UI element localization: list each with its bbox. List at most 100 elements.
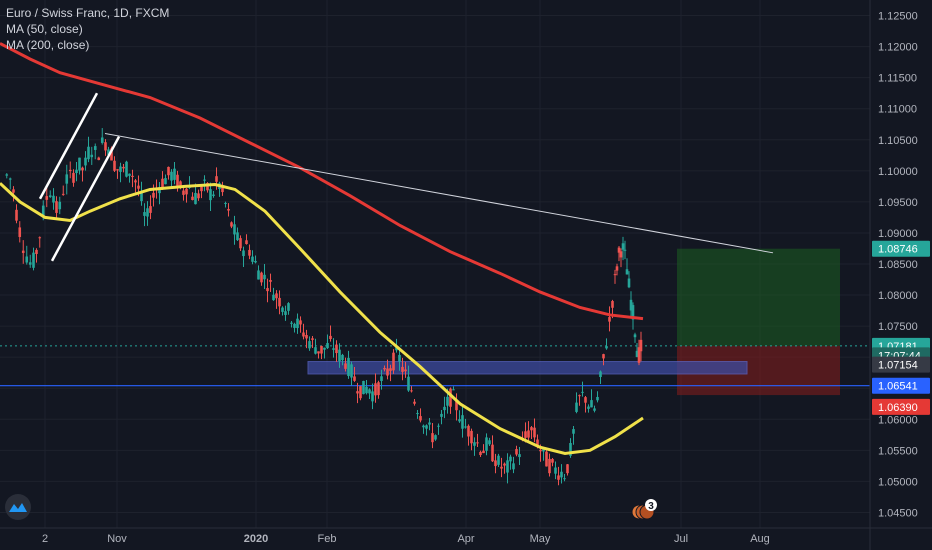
- candle-body: [371, 391, 374, 402]
- candle-body: [287, 303, 290, 311]
- candle-body: [122, 166, 125, 169]
- candle-body: [461, 415, 464, 429]
- y-tick-label: 1.08000: [878, 290, 918, 302]
- candle-body: [449, 388, 452, 407]
- candle-body: [242, 250, 245, 257]
- candle-body: [347, 357, 350, 377]
- trendline: [104, 133, 774, 254]
- x-tick-label: Nov: [107, 533, 127, 545]
- candle-body: [458, 419, 461, 422]
- candle-body: [131, 175, 134, 177]
- candle-body: [621, 243, 625, 250]
- candle-body: [5, 174, 9, 176]
- price-label-bg: [872, 356, 930, 373]
- ma200-line: [0, 42, 644, 321]
- candle-body: [539, 449, 542, 452]
- candle-body: [335, 344, 338, 354]
- candle-body: [275, 293, 278, 299]
- legend-ma200[interactable]: MA (200, close): [6, 38, 90, 52]
- candle-body: [455, 400, 458, 411]
- candle-body: [72, 172, 75, 183]
- candle-body: [116, 169, 119, 171]
- price-label: 1.08746: [878, 244, 918, 256]
- price-label-bg: [872, 240, 930, 257]
- candle-body: [527, 430, 530, 438]
- candle-body: [545, 451, 548, 467]
- drawings: [38, 92, 774, 262]
- candle-body: [164, 178, 167, 185]
- candle-body: [329, 335, 332, 340]
- channel-line: [50, 136, 121, 262]
- candle-body: [407, 376, 410, 391]
- price-label-bg: [872, 398, 930, 415]
- candle-body: [467, 425, 470, 437]
- candle-body: [615, 266, 619, 271]
- candle-body: [491, 444, 494, 462]
- candle-body: [404, 369, 407, 372]
- trade-zones: [307, 248, 840, 396]
- candle-body: [566, 464, 569, 474]
- candle-body: [113, 160, 116, 171]
- candle-body: [185, 188, 188, 195]
- candle-body: [209, 189, 212, 201]
- candle-body: [55, 201, 58, 213]
- candle-body: [500, 466, 503, 469]
- candle-body: [305, 334, 308, 339]
- candle-body: [368, 389, 371, 394]
- candle-body: [149, 206, 152, 213]
- candle-body: [365, 386, 368, 394]
- candle-body: [173, 168, 176, 180]
- candle-body: [512, 463, 515, 470]
- y-tick-label: 1.05500: [878, 445, 918, 457]
- candle-body: [52, 195, 55, 203]
- candle-body: [623, 249, 627, 251]
- candle-body: [15, 209, 18, 221]
- candle-body: [100, 137, 104, 143]
- legend-title[interactable]: Euro / Swiss Franc, 1D, FXCM: [6, 6, 170, 20]
- x-axis[interactable]: 2 Nov 2020 Feb Apr May Jul Aug: [0, 527, 932, 545]
- x-tick-label: Jul: [674, 533, 688, 545]
- candle-body: [380, 376, 383, 381]
- candle-body: [170, 171, 173, 181]
- candle-body: [524, 431, 527, 438]
- candle-body: [518, 454, 521, 458]
- candle-body: [443, 406, 446, 411]
- candle-body: [625, 269, 629, 275]
- candle-body: [479, 451, 482, 456]
- candle-body: [494, 460, 497, 467]
- candle-body: [386, 368, 389, 376]
- y-tick-label: 1.10500: [878, 135, 918, 147]
- legend-ma50[interactable]: MA (50, close): [6, 22, 83, 36]
- candle-body: [629, 299, 633, 311]
- candle-body: [161, 178, 164, 189]
- candle-body: [278, 297, 281, 307]
- candle-body: [38, 237, 42, 239]
- candle-body: [323, 347, 326, 350]
- price-label-bg: [872, 377, 930, 394]
- events-badge[interactable]: 3: [5, 494, 657, 520]
- logo-mountain-icon: [9, 503, 27, 512]
- candle-body: [401, 366, 404, 372]
- candle-body: [137, 185, 140, 189]
- candle-body: [503, 463, 506, 466]
- candle-body: [233, 224, 236, 235]
- candle-body: [581, 391, 584, 393]
- candle-body: [637, 347, 641, 363]
- candle-body: [596, 396, 599, 401]
- candle-body: [389, 368, 392, 371]
- price-label: 1.06541: [878, 381, 918, 393]
- candle-body: [639, 339, 643, 352]
- y-tick-label: 1.07500: [878, 321, 918, 333]
- candle-body: [350, 364, 353, 378]
- candle-body: [627, 278, 631, 288]
- candle-body: [428, 422, 431, 425]
- candle-body: [146, 208, 149, 217]
- legend: Euro / Swiss Franc, 1D, FXCM MA (50, clo…: [6, 5, 169, 53]
- candle-body: [631, 305, 635, 320]
- y-tick-label: 1.05000: [878, 476, 918, 488]
- candle-body: [182, 190, 185, 195]
- y-axis[interactable]: 1.12500 1.12000 1.11500 1.11000 1.10500 1.100…: [869, 0, 932, 550]
- candle-body: [554, 467, 557, 474]
